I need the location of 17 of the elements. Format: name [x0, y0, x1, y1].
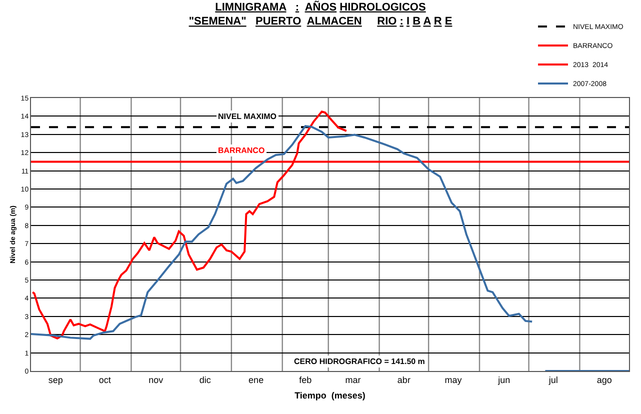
x-tick-label: dic — [199, 374, 212, 385]
x-tick-label: ago — [596, 374, 612, 385]
x-axis-title: Tiempo (meses) — [294, 390, 366, 401]
chart-title: LIMNIGRAMA : AÑOS HIDROLOGICOS "SEMENA" PUERTO ALMACEN RIO : I B A R E — [188, 1, 452, 28]
x-tick-label: nov — [148, 374, 164, 385]
text: BARRANCO — [218, 146, 265, 155]
annotation: CERO HIDROGRAFICO = 141.50 m — [294, 357, 425, 366]
x-tick-label: ene — [248, 374, 264, 385]
x-tick-label: mar — [345, 374, 361, 385]
x-tick-label: sep — [48, 374, 63, 385]
x-tick-label: may — [444, 374, 462, 385]
x-tick-label: feb — [299, 374, 312, 385]
x-tick-label: abr — [397, 374, 410, 385]
text: NIVEL MAXIMO — [218, 112, 277, 121]
x-tick-label: oct — [98, 374, 112, 385]
x-tick-label: jul — [548, 374, 558, 385]
x-tick-label: jun — [497, 374, 510, 385]
